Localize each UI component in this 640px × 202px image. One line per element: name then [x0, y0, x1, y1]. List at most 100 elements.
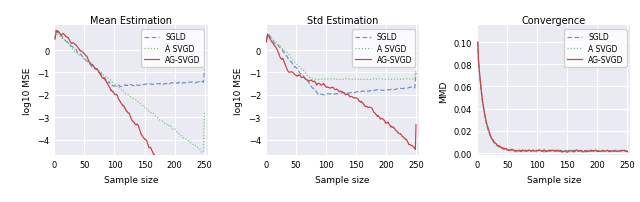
A SVGD: [52, 31, 60, 34]
Title: Std Estimation: Std Estimation: [307, 16, 378, 25]
A SVGD: [195, 147, 203, 150]
A SVGD: [577, 149, 585, 152]
SGLD: [76, 53, 84, 56]
X-axis label: Sample size: Sample size: [527, 175, 581, 184]
AG-SVGD: [325, 87, 333, 89]
Legend: SGLD, A SVGD, AG-SVGD: SGLD, A SVGD, AG-SVGD: [564, 30, 627, 68]
SGLD: [623, 151, 631, 154]
AG-SVGD: [623, 151, 631, 153]
SGLD: [534, 149, 541, 152]
Legend: SGLD, A SVGD, AG-SVGD: SGLD, A SVGD, AG-SVGD: [141, 30, 204, 68]
SGLD: [52, 30, 60, 33]
A SVGD: [288, 58, 296, 60]
A SVGD: [499, 147, 506, 150]
A SVGD: [474, 42, 482, 44]
SGLD: [367, 90, 375, 92]
A SVGD: [367, 79, 375, 81]
AG-SVGD: [578, 150, 586, 153]
Line: AG-SVGD: AG-SVGD: [55, 31, 205, 202]
SGLD: [201, 69, 209, 71]
AG-SVGD: [262, 41, 270, 44]
SGLD: [577, 150, 585, 152]
SGLD: [139, 84, 147, 86]
A SVGD: [262, 41, 270, 43]
Line: AG-SVGD: AG-SVGD: [478, 43, 627, 153]
AG-SVGD: [412, 124, 420, 126]
X-axis label: Sample size: Sample size: [315, 175, 370, 184]
Line: SGLD: SGLD: [478, 43, 627, 153]
A SVGD: [335, 79, 342, 82]
A SVGD: [618, 149, 626, 152]
A SVGD: [112, 85, 120, 87]
AG-SVGD: [534, 150, 541, 152]
A SVGD: [325, 79, 333, 81]
Line: SGLD: SGLD: [55, 32, 205, 87]
Y-axis label: MMD: MMD: [439, 80, 448, 102]
Title: Convergence: Convergence: [522, 16, 586, 25]
X-axis label: Sample size: Sample size: [104, 175, 158, 184]
A SVGD: [264, 33, 272, 36]
SGLD: [499, 147, 506, 149]
A SVGD: [138, 105, 146, 107]
AG-SVGD: [563, 151, 571, 154]
Line: A SVGD: A SVGD: [55, 32, 205, 153]
AG-SVGD: [367, 107, 374, 109]
Line: A SVGD: A SVGD: [266, 35, 416, 80]
A SVGD: [201, 110, 209, 113]
SGLD: [474, 42, 482, 44]
AG-SVGD: [76, 50, 84, 52]
AG-SVGD: [112, 94, 120, 96]
AG-SVGD: [201, 192, 209, 195]
SGLD: [262, 40, 270, 42]
Title: Mean Estimation: Mean Estimation: [90, 16, 172, 25]
AG-SVGD: [561, 150, 568, 153]
AG-SVGD: [412, 148, 419, 151]
AG-SVGD: [349, 97, 357, 100]
A SVGD: [114, 86, 122, 89]
A SVGD: [561, 149, 568, 152]
SGLD: [196, 81, 204, 84]
Line: AG-SVGD: AG-SVGD: [266, 35, 416, 150]
AG-SVGD: [536, 149, 543, 152]
A SVGD: [412, 69, 420, 72]
SGLD: [118, 86, 125, 88]
SGLD: [561, 150, 568, 152]
SGLD: [350, 92, 358, 94]
AG-SVGD: [499, 147, 506, 150]
SGLD: [51, 38, 59, 41]
A SVGD: [199, 152, 207, 154]
SGLD: [407, 87, 415, 89]
AG-SVGD: [288, 72, 296, 74]
Y-axis label: log10 MSE: log10 MSE: [234, 67, 243, 115]
SGLD: [536, 149, 543, 151]
Line: A SVGD: A SVGD: [478, 43, 627, 153]
A SVGD: [534, 150, 541, 153]
A SVGD: [350, 79, 358, 81]
SGLD: [264, 34, 271, 36]
Legend: SGLD, A SVGD, AG-SVGD: SGLD, A SVGD, AG-SVGD: [352, 30, 415, 68]
A SVGD: [623, 150, 631, 153]
AG-SVGD: [264, 34, 271, 36]
AG-SVGD: [51, 39, 59, 41]
SGLD: [324, 93, 332, 96]
A SVGD: [580, 152, 588, 154]
A SVGD: [76, 55, 84, 57]
A SVGD: [323, 79, 331, 81]
A SVGD: [407, 78, 415, 81]
SGLD: [288, 62, 296, 64]
SGLD: [412, 72, 420, 75]
SGLD: [326, 93, 333, 96]
A SVGD: [536, 149, 543, 151]
SGLD: [156, 83, 163, 85]
A SVGD: [51, 38, 59, 40]
AG-SVGD: [618, 150, 626, 152]
AG-SVGD: [114, 95, 122, 97]
Y-axis label: log10 MSE: log10 MSE: [22, 67, 31, 115]
AG-SVGD: [323, 86, 331, 89]
AG-SVGD: [474, 42, 482, 44]
AG-SVGD: [407, 144, 415, 146]
A SVGD: [155, 118, 163, 121]
Line: SGLD: SGLD: [266, 35, 416, 95]
AG-SVGD: [52, 30, 60, 32]
SGLD: [112, 85, 120, 87]
